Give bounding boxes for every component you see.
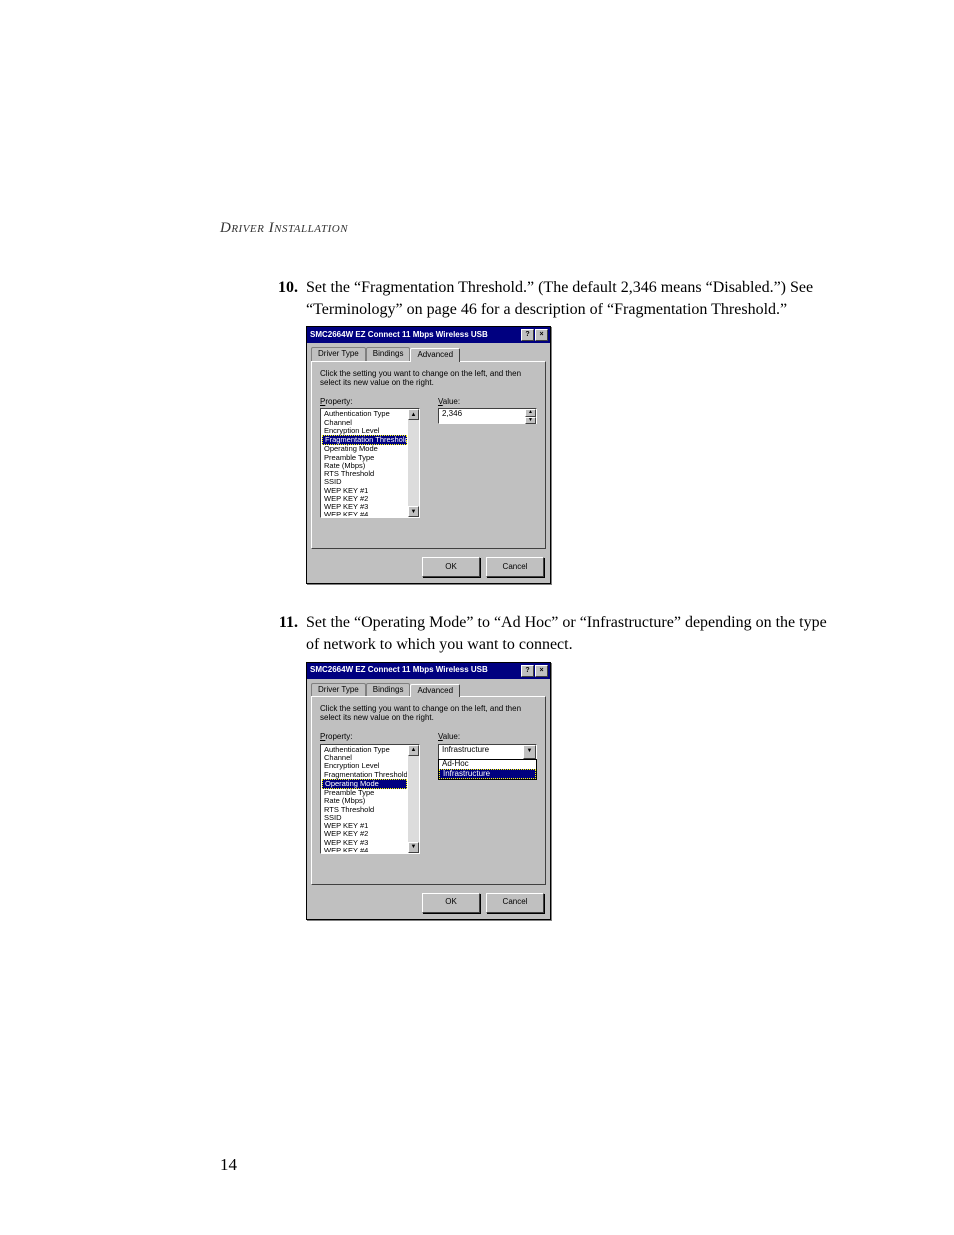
properties-dialog-2: SMC2664W EZ Connect 11 Mbps Wireless USB… — [306, 662, 551, 920]
value-label: Value: — [438, 733, 537, 742]
combo-dropdown-icon[interactable]: ▼ — [523, 745, 536, 759]
window-title: SMC2664W EZ Connect 11 Mbps Wireless USB — [310, 331, 520, 340]
titlebar: SMC2664W EZ Connect 11 Mbps Wireless USB… — [307, 663, 550, 679]
value-input[interactable]: 2,346 — [439, 409, 525, 423]
combo-option[interactable]: Ad-Hoc — [439, 760, 536, 769]
running-header: Driver Installation — [220, 220, 844, 237]
property-item[interactable]: Encryption Level — [322, 427, 407, 435]
help-button[interactable]: ? — [521, 665, 534, 677]
cancel-button[interactable]: Cancel — [486, 557, 544, 577]
combo-dropdown-list[interactable]: Ad-HocInfrastructure — [438, 759, 537, 781]
step-text: Set the “Fragmentation Threshold.” (The … — [306, 277, 844, 320]
tab-strip: Driver Type Bindings Advanced — [307, 679, 550, 697]
tab-bindings[interactable]: Bindings — [366, 347, 411, 361]
property-label: Property: — [320, 398, 420, 407]
tab-driver-type[interactable]: Driver Type — [311, 347, 366, 361]
value-spinner[interactable]: 2,346 ▲ ▼ — [438, 408, 537, 424]
scrollbar[interactable]: ▲▼ — [408, 745, 419, 853]
step-number: 11. — [220, 612, 306, 655]
property-item[interactable]: Fragmentation Threshold — [322, 771, 407, 779]
page-number: 14 — [220, 1155, 237, 1175]
property-item[interactable]: WEP KEY #4 — [322, 847, 407, 852]
scroll-down-icon[interactable]: ▼ — [408, 842, 419, 853]
spin-down-icon[interactable]: ▼ — [525, 417, 536, 425]
advanced-panel: Click the setting you want to change on … — [311, 361, 546, 549]
tab-advanced[interactable]: Advanced — [410, 684, 460, 698]
tab-strip: Driver Type Bindings Advanced — [307, 343, 550, 361]
ok-button[interactable]: OK — [422, 893, 480, 913]
step-number: 10. — [220, 277, 306, 320]
instruction-text: Click the setting you want to change on … — [320, 370, 537, 388]
scrollbar[interactable]: ▲▼ — [408, 409, 419, 517]
tab-bindings[interactable]: Bindings — [366, 683, 411, 697]
value-label: Value: — [438, 398, 537, 407]
step-11: 11. Set the “Operating Mode” to “Ad Hoc”… — [220, 612, 844, 655]
close-button[interactable]: × — [535, 329, 548, 341]
step-text: Set the “Operating Mode” to “Ad Hoc” or … — [306, 612, 844, 655]
help-button[interactable]: ? — [521, 329, 534, 341]
combo-option[interactable]: Infrastructure — [439, 769, 536, 780]
titlebar: SMC2664W EZ Connect 11 Mbps Wireless USB… — [307, 327, 550, 343]
instruction-text: Click the setting you want to change on … — [320, 705, 537, 723]
tab-advanced[interactable]: Advanced — [410, 348, 460, 362]
advanced-panel: Click the setting you want to change on … — [311, 696, 546, 884]
step-10: 10. Set the “Fragmentation Threshold.” (… — [220, 277, 844, 320]
cancel-button[interactable]: Cancel — [486, 893, 544, 913]
spin-up-icon[interactable]: ▲ — [525, 409, 536, 417]
property-listbox[interactable]: Authentication TypeChannelEncryption Lev… — [320, 408, 420, 518]
ok-button[interactable]: OK — [422, 557, 480, 577]
scroll-up-icon[interactable]: ▲ — [408, 409, 419, 420]
value-combo[interactable]: Infrastructure ▼ — [438, 744, 537, 760]
scroll-up-icon[interactable]: ▲ — [408, 745, 419, 756]
property-item[interactable]: WEP KEY #4 — [322, 511, 407, 516]
property-label: Property: — [320, 733, 420, 742]
tab-driver-type[interactable]: Driver Type — [311, 683, 366, 697]
properties-dialog-1: SMC2664W EZ Connect 11 Mbps Wireless USB… — [306, 326, 551, 584]
property-listbox[interactable]: Authentication TypeChannelEncryption Lev… — [320, 744, 420, 854]
window-title: SMC2664W EZ Connect 11 Mbps Wireless USB — [310, 666, 520, 675]
scroll-down-icon[interactable]: ▼ — [408, 506, 419, 517]
combo-value: Infrastructure — [439, 745, 523, 759]
close-button[interactable]: × — [535, 665, 548, 677]
